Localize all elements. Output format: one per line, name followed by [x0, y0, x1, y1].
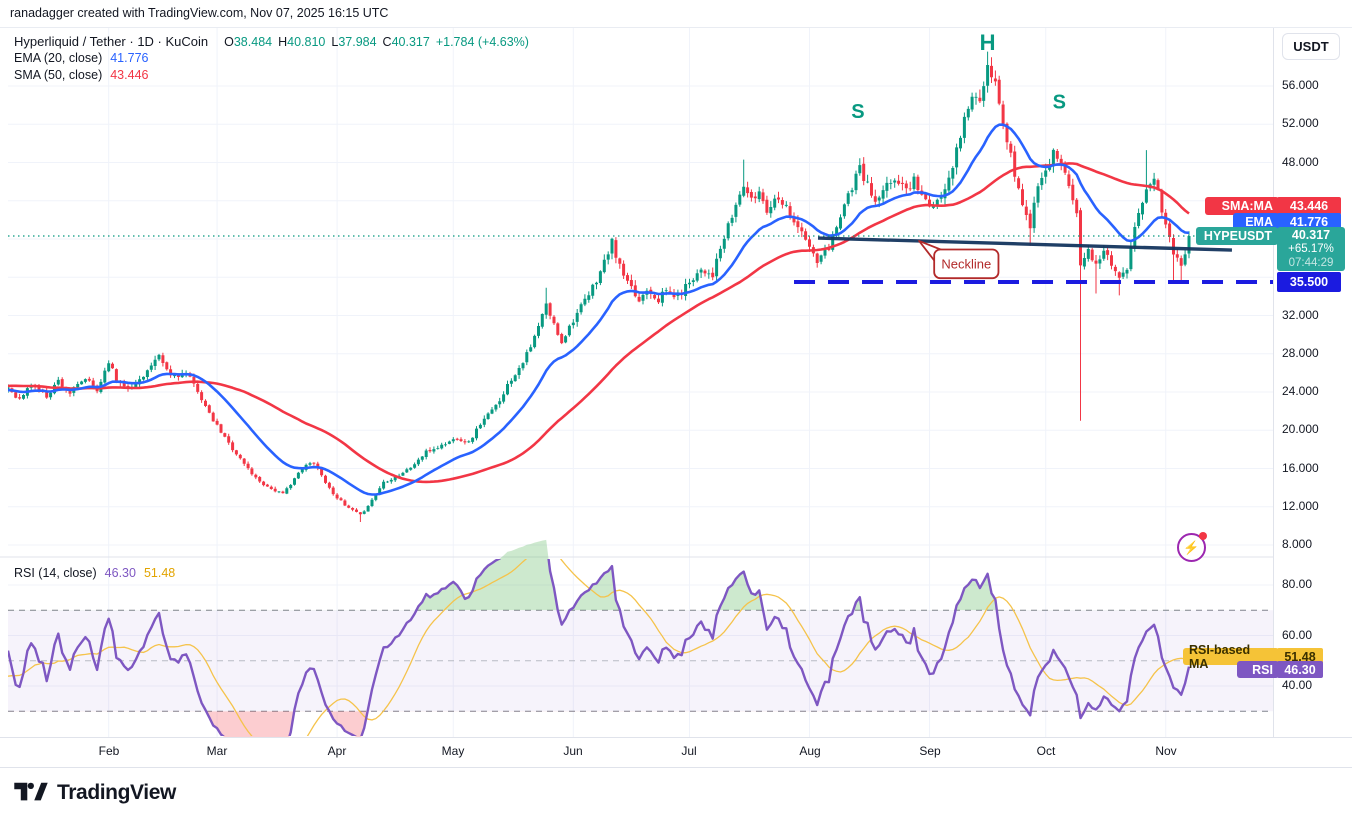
change-value: +1.784 (+4.63%) — [435, 35, 529, 49]
ohlc-value: 37.984 — [338, 35, 377, 49]
symbol-legend: Hyperliquid / Tether · 1D · KuCoin O38.48… — [14, 34, 529, 49]
rsi-pane — [8, 609, 1273, 712]
hype-countdown: 07:44:29 — [1288, 257, 1334, 269]
head-label[interactable]: H — [980, 30, 996, 55]
ohlc-value: 40.317 — [391, 35, 430, 49]
hype-change: +65.17% — [1288, 243, 1334, 255]
time-tick-label: Jul — [681, 744, 697, 758]
time-tick-label: Aug — [799, 744, 821, 758]
ohlc-letter: O — [224, 35, 234, 49]
down-candle-bodies — [10, 65, 1183, 515]
price-tick-label: 32.000 — [1282, 308, 1319, 322]
symbol-title: Hyperliquid / Tether · 1D · KuCoin — [14, 34, 209, 49]
rsi-line — [8, 559, 1191, 736]
price-tick-label: 48.000 — [1282, 155, 1319, 169]
rsi-tick-label: 60.00 — [1282, 628, 1313, 642]
neckline-callout-text: Neckline — [941, 256, 991, 271]
rsi-legend-label: RSI (14, close) — [14, 566, 97, 580]
price-tick-label: 12.000 — [1282, 499, 1319, 513]
symbol-axis-badge-value: 40.317 +65.17% 07:44:29 — [1277, 227, 1345, 271]
sma-legend-label: SMA (50, close) — [14, 68, 103, 82]
price-tick-label: 52.000 — [1282, 116, 1319, 130]
notification-dot — [1199, 532, 1207, 540]
grid-lines — [0, 28, 1352, 742]
time-tick-label: Sep — [919, 744, 941, 758]
left-shoulder-label[interactable]: S — [851, 101, 864, 123]
tradingview-logo-text: TradingView — [57, 781, 176, 804]
time-tick-label: Apr — [327, 744, 347, 758]
rsi-legend: RSI (14, close) 46.30 51.48 — [14, 566, 175, 580]
neckline-trendline[interactable] — [817, 236, 1232, 252]
price-tick-label: 56.000 — [1282, 78, 1319, 92]
attribution-text: ranadagger created with TradingView.com,… — [10, 6, 389, 20]
hype-price: 40.317 — [1291, 228, 1331, 242]
ema-axis-badge-value: 41.776 — [1277, 213, 1341, 231]
symbol-axis-badge-label: HYPEUSDT — [1196, 227, 1278, 245]
rsi-ma-axis-badge-value: 51.48 — [1277, 648, 1323, 665]
ema-legend-value: 41.776 — [110, 51, 149, 65]
rsi-axis-badge-label: RSI — [1237, 661, 1279, 678]
price-tick-label: 16.000 — [1282, 461, 1319, 475]
sma-legend-value: 43.446 — [110, 68, 149, 82]
rsi-axis-badge-value: 46.30 — [1277, 661, 1323, 678]
ohlc-letter: H — [278, 35, 288, 49]
tradingview-logo-icon — [14, 782, 48, 801]
time-tick-label: Feb — [98, 744, 120, 758]
time-tick-label: Jun — [563, 744, 583, 758]
sma-legend: SMA (50, close) 43.446 — [14, 68, 148, 82]
ohlc-value: 38.484 — [233, 35, 273, 49]
rsi-tick-label: 40.00 — [1282, 678, 1313, 692]
price-scale[interactable] — [1273, 28, 1352, 766]
time-tick-label: May — [441, 744, 465, 758]
price-tick-label: 20.000 — [1282, 422, 1319, 436]
time-scale[interactable] — [0, 737, 1352, 768]
ema-legend: EMA (20, close) 41.776 — [14, 51, 148, 65]
price-tick-label: 24.000 — [1282, 384, 1319, 398]
rsi-ma-legend-value: 51.48 — [143, 566, 176, 580]
time-tick-label: Nov — [1155, 744, 1177, 758]
time-tick-label: Mar — [206, 744, 228, 758]
ohlc-values: O38.484 H40.810 L37.984 C40.317 — [218, 35, 430, 49]
rsi-ma-axis-badge-label: RSI-based MA — [1183, 643, 1279, 671]
tradingview-logo-link[interactable]: TradingView — [14, 780, 176, 806]
price-tick-label: 8.000 — [1282, 537, 1313, 551]
sma-axis-badge-label: SMA:MA — [1205, 197, 1279, 215]
time-tick-label: Oct — [1036, 744, 1056, 758]
support-axis-badge: 35.500 — [1277, 272, 1341, 292]
lightning-icon: ⚡ — [1183, 539, 1200, 555]
currency-toggle-button[interactable]: USDT — [1282, 33, 1340, 60]
rsi-legend-value: 46.30 — [104, 566, 136, 580]
ema-legend-label: EMA (20, close) — [14, 51, 103, 65]
header-divider — [0, 27, 1352, 28]
ema20-line — [8, 123, 1190, 496]
ohlc-value: 40.810 — [287, 35, 326, 49]
price-tick-label: 28.000 — [1282, 346, 1319, 360]
right-shoulder-label[interactable]: S — [1053, 91, 1066, 113]
rsi-tick-label: 80.00 — [1282, 577, 1313, 591]
candles-layer — [8, 51, 1191, 522]
neckline-callout[interactable]: Neckline — [918, 240, 1000, 280]
ema-axis-badge-label: EMA — [1233, 213, 1279, 231]
boost-button[interactable]: ⚡ — [1177, 532, 1207, 562]
ohlc-letter: L — [331, 35, 339, 49]
sma-axis-badge-value: 43.446 — [1277, 197, 1341, 215]
ohlc-letter: C — [382, 35, 392, 49]
rsi-ma-line — [8, 559, 1190, 736]
